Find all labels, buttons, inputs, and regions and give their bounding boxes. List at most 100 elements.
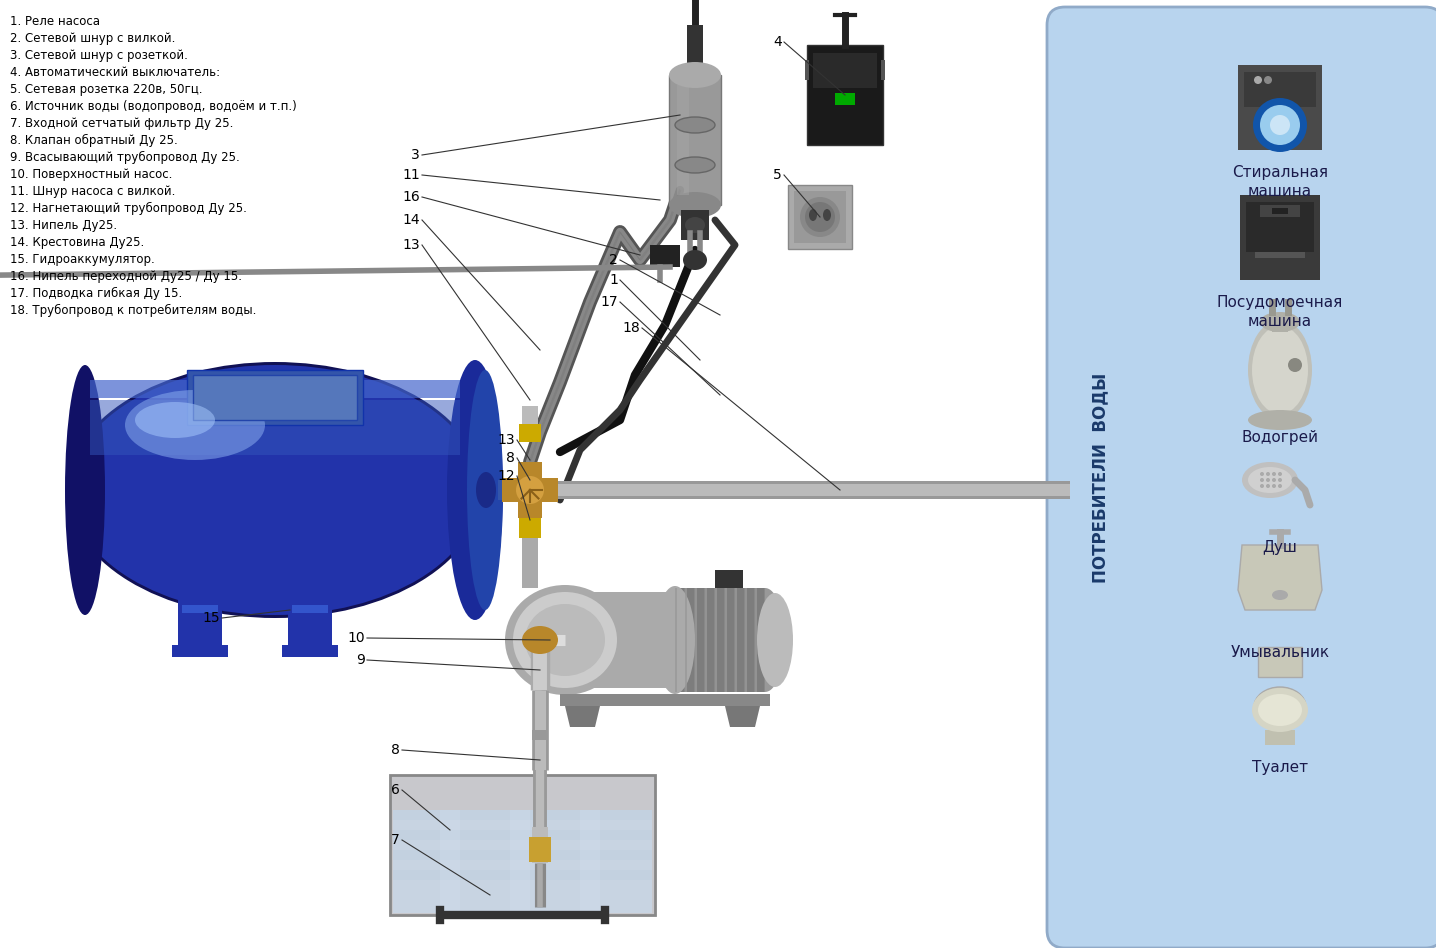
Bar: [745, 588, 747, 692]
Bar: [813, 53, 877, 88]
Bar: [192, 375, 358, 420]
Text: 13. Нипель Ду25.: 13. Нипель Ду25.: [10, 219, 118, 232]
Ellipse shape: [1252, 326, 1308, 414]
Ellipse shape: [1254, 98, 1307, 152]
Ellipse shape: [526, 604, 605, 676]
Bar: [90, 380, 460, 398]
Text: 11. Шнур насоса с вилкой.: 11. Шнур насоса с вилкой.: [10, 185, 175, 198]
Ellipse shape: [669, 192, 721, 218]
Bar: [503, 478, 559, 502]
Ellipse shape: [1248, 320, 1313, 420]
Bar: [1238, 65, 1323, 150]
Text: 12. Нагнетающий трубопровод Ду 25.: 12. Нагнетающий трубопровод Ду 25.: [10, 202, 247, 215]
Text: 2: 2: [609, 253, 617, 267]
Bar: [528, 837, 551, 853]
Text: 16: 16: [402, 190, 419, 204]
Bar: [705, 588, 714, 692]
Bar: [518, 518, 541, 538]
Text: 5: 5: [773, 168, 783, 182]
Ellipse shape: [1278, 478, 1282, 482]
Bar: [806, 60, 808, 80]
Bar: [669, 75, 721, 205]
Ellipse shape: [475, 472, 495, 508]
Ellipse shape: [65, 365, 105, 615]
Ellipse shape: [684, 250, 707, 270]
Bar: [834, 93, 854, 105]
Ellipse shape: [806, 202, 834, 232]
Text: 18: 18: [622, 321, 640, 335]
Bar: [559, 484, 840, 496]
Bar: [187, 370, 363, 425]
Text: 11: 11: [402, 168, 419, 182]
Polygon shape: [1238, 545, 1323, 610]
Text: 12: 12: [497, 469, 516, 483]
Bar: [1265, 730, 1295, 745]
Bar: [178, 600, 223, 650]
Bar: [1272, 322, 1288, 332]
Bar: [1258, 647, 1302, 677]
Bar: [172, 645, 228, 657]
Bar: [675, 588, 684, 692]
Bar: [518, 424, 541, 442]
Text: 3. Сетевой шнур с розеткой.: 3. Сетевой шнур с розеткой.: [10, 49, 188, 62]
Text: 8: 8: [391, 743, 401, 757]
Ellipse shape: [125, 390, 266, 460]
Ellipse shape: [1259, 472, 1264, 476]
Ellipse shape: [808, 209, 817, 221]
Text: 9: 9: [356, 653, 365, 667]
Text: 16. Нипель переходной Ду25 / Ду 15.: 16. Нипель переходной Ду25 / Ду 15.: [10, 270, 243, 283]
Text: 7: 7: [391, 833, 401, 847]
Ellipse shape: [523, 626, 559, 654]
Text: Водогрей: Водогрей: [1242, 430, 1318, 445]
Bar: [289, 600, 332, 650]
Bar: [391, 775, 655, 915]
Ellipse shape: [675, 117, 715, 133]
Text: Душ: Душ: [1262, 540, 1298, 555]
Bar: [705, 588, 707, 692]
Text: 6: 6: [391, 783, 401, 797]
Text: 1. Реле насоса: 1. Реле насоса: [10, 15, 101, 28]
Bar: [1272, 208, 1288, 214]
Bar: [1241, 195, 1320, 280]
Bar: [393, 870, 652, 880]
Text: Посудомоечная
машина: Посудомоечная машина: [1216, 295, 1343, 329]
Bar: [1246, 202, 1314, 252]
Bar: [393, 830, 652, 840]
Bar: [528, 850, 551, 862]
Bar: [393, 810, 652, 913]
Bar: [686, 25, 704, 65]
Text: 2. Сетевой шнур с вилкой.: 2. Сетевой шнур с вилкой.: [10, 32, 175, 45]
Text: Умывальник: Умывальник: [1231, 645, 1330, 660]
Bar: [745, 588, 754, 692]
Ellipse shape: [1267, 484, 1269, 488]
Text: 15: 15: [202, 611, 220, 625]
Bar: [580, 810, 600, 913]
Bar: [725, 588, 727, 692]
Text: 17: 17: [600, 295, 617, 309]
Bar: [755, 588, 764, 692]
Bar: [510, 810, 530, 913]
Text: 8: 8: [505, 451, 516, 465]
Text: Туалет: Туалет: [1252, 760, 1308, 775]
Ellipse shape: [1272, 472, 1277, 476]
Text: 14. Крестовина Ду25.: 14. Крестовина Ду25.: [10, 236, 144, 249]
Ellipse shape: [1278, 472, 1282, 476]
Bar: [439, 810, 460, 913]
Text: 18. Трубопровод к потребителям воды.: 18. Трубопровод к потребителям воды.: [10, 304, 257, 317]
Text: Стиральная
машина: Стиральная машина: [1232, 165, 1328, 198]
Bar: [695, 588, 696, 692]
Ellipse shape: [1254, 76, 1262, 84]
Bar: [788, 185, 852, 249]
Bar: [560, 694, 770, 706]
Ellipse shape: [67, 362, 482, 618]
Bar: [1255, 252, 1305, 258]
Ellipse shape: [757, 593, 793, 687]
Ellipse shape: [135, 402, 215, 438]
Bar: [725, 588, 734, 692]
Ellipse shape: [505, 585, 625, 695]
Text: ПОТРЕБИТЕЛИ  ВОДЫ: ПОТРЕБИТЕЛИ ВОДЫ: [1091, 373, 1109, 583]
Ellipse shape: [516, 476, 544, 504]
Bar: [735, 588, 744, 692]
Bar: [523, 563, 538, 588]
Ellipse shape: [669, 62, 721, 88]
